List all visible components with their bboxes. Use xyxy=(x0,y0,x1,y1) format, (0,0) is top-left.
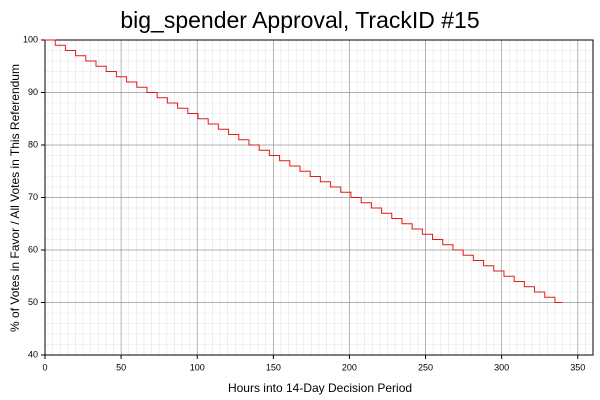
y-tick-label: 80 xyxy=(28,139,38,149)
plot-frame xyxy=(44,39,594,356)
y-tick-label: 40 xyxy=(28,349,38,359)
x-axis-label: Hours into 14-Day Decision Period xyxy=(228,381,412,395)
x-tick-label: 150 xyxy=(266,362,281,372)
x-tick-label: 0 xyxy=(42,362,47,372)
y-axis-label: % of Votes in Favor / All Votes in This … xyxy=(8,64,22,332)
y-tick-label: 70 xyxy=(28,192,38,202)
x-tick-label: 100 xyxy=(190,362,205,372)
x-tick-label: 50 xyxy=(116,362,126,372)
line-series xyxy=(45,39,563,303)
x-tick-label: 250 xyxy=(418,362,433,372)
x-tick-label: 350 xyxy=(570,362,585,372)
y-tick-label: 60 xyxy=(28,244,38,254)
x-tick-label: 300 xyxy=(494,362,509,372)
x-tick-label: 200 xyxy=(342,362,357,372)
y-tick-label: 90 xyxy=(28,87,38,97)
chart-title: big_spender Approval, TrackID #15 xyxy=(120,7,479,33)
y-tick-label: 50 xyxy=(28,297,38,307)
y-tick-label: 100 xyxy=(23,34,38,44)
